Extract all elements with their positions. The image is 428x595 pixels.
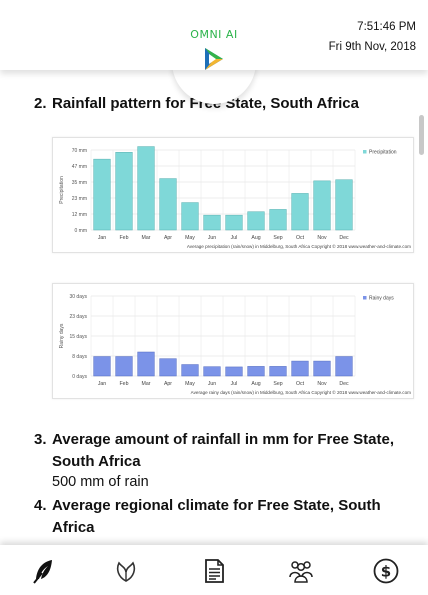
clock: 7:51:46 PM Fri 9th Nov, 2018 — [329, 17, 416, 57]
chart-caption: Average precipitation (rain/snow) in Mid… — [187, 243, 411, 249]
x-tick-label: Nov — [317, 235, 327, 241]
clock-date: Fri 9th Nov, 2018 — [328, 41, 416, 53]
x-tick-label: Mar — [142, 235, 151, 241]
y-tick-label: 70 mm — [72, 148, 87, 154]
x-tick-label: Jul — [231, 235, 238, 241]
y-tick-label: 35 mm — [72, 180, 87, 186]
section-2-title: Rainfall pattern for Free State, South A… — [52, 95, 359, 112]
bar-jan — [93, 158, 111, 231]
document-icon[interactable] — [200, 557, 228, 585]
x-tick-label: Mar — [142, 381, 151, 387]
section-3-title-line2: South Africa — [52, 453, 141, 470]
bar-may — [181, 202, 199, 231]
x-tick-label: Oct — [296, 235, 305, 241]
x-tick-label: Apr — [164, 235, 172, 241]
bar-mar — [137, 146, 155, 231]
bar-may — [181, 364, 199, 377]
bar-oct — [291, 360, 309, 377]
x-tick-label: Jan — [98, 381, 106, 387]
bar-feb — [115, 356, 133, 377]
y-tick-label: 47 mm — [72, 164, 87, 170]
bar-jan — [93, 356, 111, 377]
y-tick-label: 23 mm — [72, 196, 87, 202]
x-tick-label: Aug — [251, 381, 260, 387]
legend-swatch — [363, 150, 367, 154]
bar-feb — [115, 152, 133, 231]
x-tick-label: May — [185, 381, 195, 387]
section-2-heading: 2. Rainfall pattern for Free State, South… — [34, 95, 359, 112]
x-tick-label: Feb — [120, 235, 129, 241]
x-tick-label: Nov — [317, 381, 327, 387]
bar-mar — [137, 351, 155, 377]
x-tick-label: May — [185, 235, 195, 241]
bar-jun — [203, 366, 221, 377]
svg-text:$: $ — [381, 563, 391, 581]
section-4-title-line2: Africa — [52, 519, 95, 536]
dollar-icon[interactable]: $ — [372, 557, 400, 585]
y-tick-label: 0 mm — [75, 228, 88, 234]
rainfall-amount: 500 mm of rain — [52, 474, 149, 490]
x-tick-label: Jun — [208, 235, 216, 241]
logo-text: OMNI AI — [190, 28, 238, 41]
x-tick-label: Jan — [98, 235, 106, 241]
clock-time: 7:51:46 PM — [357, 21, 416, 33]
bar-dec — [335, 179, 353, 231]
section-3-title-line1: Average amount of rainfall in mm for Fre… — [52, 431, 395, 448]
play-logo-icon[interactable] — [203, 46, 225, 72]
y-tick-label: 23 days — [69, 314, 87, 320]
x-tick-label: Feb — [120, 381, 129, 387]
x-tick-label: Dec — [339, 381, 349, 387]
precipitation-chart: 0 mm 12 mm 23 mm 35 mm 47 mm 70 mm Jan Feb Mar Ap… — [52, 137, 414, 253]
bar-sep — [269, 209, 287, 231]
y-axis-label: Precipitation — [59, 176, 65, 204]
content-area[interactable]: 2. Rainfall pattern for Free State, South… — [0, 70, 428, 545]
legend-swatch — [363, 296, 367, 300]
chart-caption: Average rainy days (rain/snow) in Middel… — [191, 389, 412, 395]
bar-jul — [225, 214, 243, 231]
bar-dec — [335, 356, 353, 377]
legend-label: Precipitation — [369, 150, 397, 156]
rainy-days-chart-svg: 0 days 8 days 15 days 23 days 30 days Jan Feb M… — [59, 294, 412, 395]
y-tick-label: 12 mm — [72, 212, 87, 218]
bottom-nav: $ — [0, 545, 428, 595]
bar-aug — [247, 366, 265, 377]
scrollbar[interactable] — [419, 115, 424, 155]
x-tick-label: Apr — [164, 381, 172, 387]
x-tick-label: Jul — [231, 381, 238, 387]
bar-apr — [159, 358, 177, 377]
x-tick-label: Dec — [339, 235, 349, 241]
feather-icon[interactable] — [30, 557, 58, 585]
bar-nov — [313, 180, 331, 231]
precipitation-chart-svg: 0 mm 12 mm 23 mm 35 mm 47 mm 70 mm Jan Feb Mar Ap… — [59, 146, 411, 249]
y-tick-label: 15 days — [69, 334, 87, 340]
x-tick-label: Sep — [273, 381, 282, 387]
x-tick-label: Aug — [251, 235, 260, 241]
bar-apr — [159, 178, 177, 231]
section-3-heading: 3. Average amount of rainfall in mm for F… — [34, 431, 395, 470]
people-icon[interactable] — [287, 557, 315, 585]
bar-nov — [313, 360, 331, 377]
bar-jul — [225, 366, 243, 377]
bar-jun — [203, 214, 221, 231]
bar-oct — [291, 193, 309, 231]
bar-sep — [269, 366, 287, 377]
y-tick-label: 8 days — [72, 354, 87, 360]
section-4-heading: 4. Average regional climate for Free Stat… — [34, 497, 381, 536]
y-axis-label: Rainy days — [59, 323, 65, 348]
x-tick-label: Oct — [296, 381, 305, 387]
y-tick-label: 0 days — [72, 374, 87, 380]
y-tick-label: 30 days — [69, 294, 87, 300]
legend-label: Rainy days — [369, 296, 394, 302]
leaf-icon[interactable] — [112, 557, 140, 585]
x-tick-label: Jun — [208, 381, 216, 387]
x-tick-label: Sep — [273, 235, 282, 241]
section-4-title-line1: Average regional climate for Free State,… — [52, 497, 381, 514]
bar-aug — [247, 211, 265, 231]
rainy-days-chart: 0 days 8 days 15 days 23 days 30 days Jan Feb M… — [52, 283, 414, 399]
